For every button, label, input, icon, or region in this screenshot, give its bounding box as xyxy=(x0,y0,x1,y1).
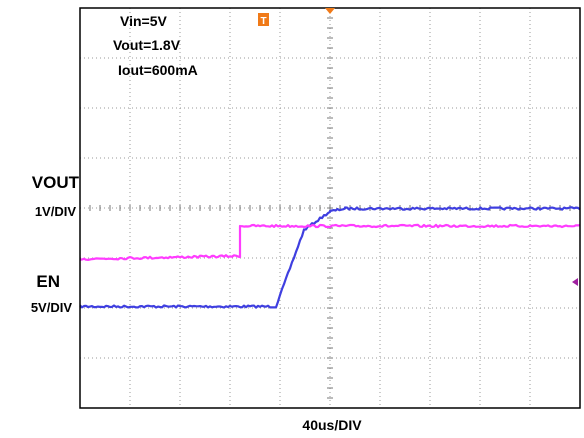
annotation-vin: Vin=5V xyxy=(120,13,167,29)
channel-scale-vout: 1V/DIV xyxy=(35,204,77,219)
x-axis-label: 40us/DIV xyxy=(302,417,362,433)
channel-label-en: EN xyxy=(36,272,60,291)
annotation-iout: Iout=600mA xyxy=(118,62,198,78)
trigger-marker-label: T xyxy=(260,16,266,27)
trigger-marker-icon: T xyxy=(258,13,269,27)
channel-label-vout: VOUT xyxy=(32,173,80,192)
annotation-vout: Vout=1.8V xyxy=(113,37,181,53)
channel-scale-en: 5V/DIV xyxy=(31,300,73,315)
